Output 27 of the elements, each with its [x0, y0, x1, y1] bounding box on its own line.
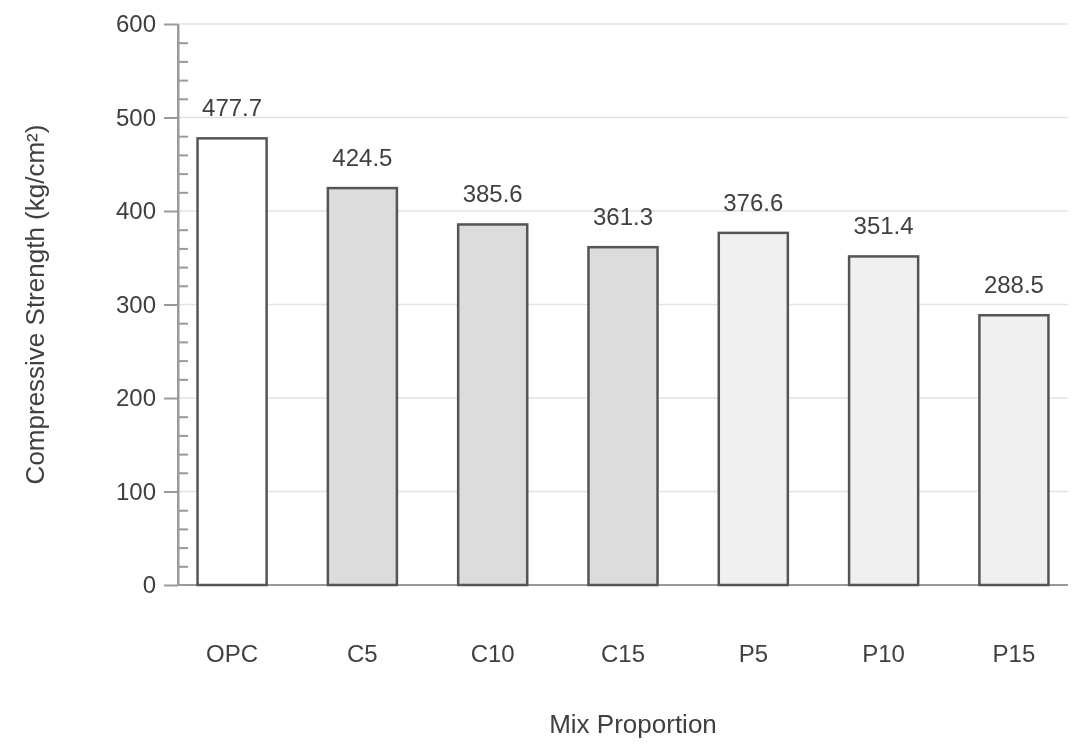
- y-axis-title: Compressive Strength (kg/cm²): [20, 124, 50, 485]
- x-tick-label: OPC: [206, 640, 259, 667]
- y-tick-label: 0: [142, 571, 156, 599]
- data-label: 361.3: [592, 203, 654, 231]
- x-tick-label: C5: [347, 640, 378, 667]
- y-tick-label: 200: [115, 384, 156, 412]
- y-tick-label: 600: [115, 10, 156, 38]
- x-axis-title: Mix Proportion: [549, 709, 717, 739]
- data-label: 351.4: [853, 212, 914, 240]
- x-tick-label: P15: [992, 640, 1036, 667]
- bar: [196, 137, 268, 587]
- y-tick-label: 500: [115, 103, 156, 131]
- bar: [847, 255, 920, 587]
- y-tick-label: 100: [115, 477, 156, 505]
- data-label: 385.6: [462, 180, 523, 208]
- y-tick-label: 300: [115, 290, 156, 318]
- y-tick-label: 400: [115, 197, 156, 225]
- data-label: 288.5: [983, 271, 1044, 299]
- bar: [978, 314, 1050, 587]
- bar: [717, 231, 790, 587]
- x-tick-label: P10: [862, 640, 905, 667]
- data-label: 376.6: [723, 188, 784, 216]
- data-label: 424.5: [332, 144, 393, 172]
- x-tick-label: C15: [600, 640, 646, 667]
- data-label: 477.7: [202, 94, 263, 122]
- x-tick-label: P5: [738, 640, 768, 667]
- x-tick-label: C10: [470, 640, 515, 667]
